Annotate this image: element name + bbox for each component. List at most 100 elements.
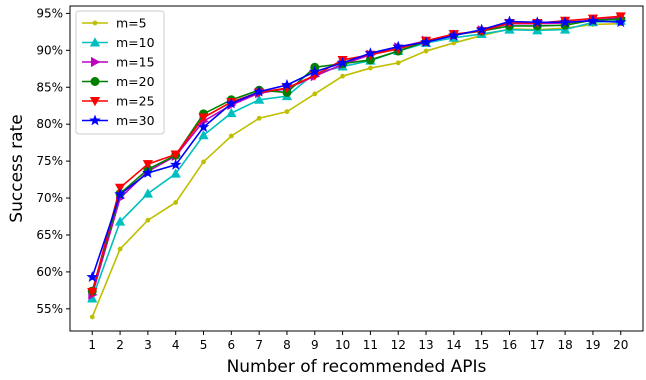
x-tick-label: 14 — [446, 338, 461, 352]
legend-label: m=10 — [116, 35, 155, 50]
legend: m=5 m=10 m=15 m=20 m=25 m=30 — [75, 10, 165, 135]
x-tick-label: 2 — [116, 338, 124, 352]
legend-item: m=10 — [82, 35, 155, 50]
data-point — [142, 188, 153, 198]
data-point — [392, 40, 404, 52]
x-tick-label: 16 — [502, 338, 517, 352]
x-tick-label: 18 — [557, 338, 572, 352]
data-point — [170, 168, 181, 178]
series-layer — [86, 12, 627, 320]
series-line — [91, 19, 621, 299]
data-point — [117, 246, 123, 252]
series-line — [91, 19, 621, 278]
data-point — [87, 287, 98, 298]
legend-item: m=15 — [82, 55, 155, 70]
data-point — [284, 109, 290, 115]
data-point — [395, 60, 401, 66]
data-point — [226, 107, 237, 118]
x-tick-label: 3 — [144, 338, 152, 352]
series-m-10 — [87, 15, 626, 303]
data-point — [145, 217, 151, 223]
data-point — [587, 14, 599, 26]
y-tick-label: 70% — [36, 191, 63, 205]
data-point — [254, 94, 265, 104]
data-point — [89, 314, 95, 320]
y-axis-title: Success rate — [7, 114, 27, 222]
legend-marker — [90, 77, 100, 87]
x-tick-label: 10 — [335, 338, 350, 352]
y-tick-label: 85% — [36, 80, 63, 94]
y-tick-label: 95% — [36, 6, 63, 20]
y-tick-label: 75% — [36, 154, 63, 168]
y-tick-label: 90% — [36, 43, 63, 57]
data-point — [197, 121, 210, 133]
legend-marker — [92, 20, 98, 26]
y-tick-label: 80% — [36, 117, 63, 131]
legend-label: m=20 — [116, 74, 155, 89]
data-point — [142, 160, 153, 170]
data-point — [201, 159, 206, 165]
x-tick-label: 1 — [88, 338, 96, 352]
legend-label: m=30 — [116, 113, 155, 128]
data-point — [312, 91, 318, 97]
data-point — [368, 65, 373, 71]
x-tick-label: 5 — [200, 338, 208, 352]
data-point — [86, 271, 99, 282]
data-point — [340, 73, 345, 79]
y-tick-label: 60% — [36, 265, 63, 279]
legend-marker — [89, 97, 101, 107]
x-tick-label: 9 — [311, 338, 319, 352]
data-point — [420, 36, 432, 48]
series-m-5 — [89, 21, 624, 320]
data-point — [256, 115, 262, 121]
data-point — [173, 200, 179, 205]
data-point — [253, 85, 265, 97]
data-point — [114, 188, 126, 200]
data-point — [169, 158, 182, 170]
series-line — [91, 22, 621, 318]
axes: 55%60%65%70%75%80%85%90%95%1 2 3 4 5 6 7 8 9 10 11… — [36, 5, 644, 352]
x-tick-label: 20 — [613, 338, 628, 352]
x-tick-label: 8 — [283, 338, 291, 352]
data-point — [198, 130, 209, 140]
data-point — [198, 113, 209, 123]
data-point — [475, 23, 488, 35]
data-point — [228, 133, 234, 139]
plot-frame — [69, 5, 644, 332]
x-tick-label: 12 — [391, 338, 406, 352]
data-point — [281, 78, 293, 90]
x-tick-label: 13 — [418, 338, 433, 352]
y-tick-label: 55% — [36, 302, 63, 316]
legend-label: m=25 — [116, 94, 155, 109]
x-axis-title: Number of recommended APIs — [227, 357, 487, 377]
data-point — [503, 15, 516, 27]
data-point — [309, 65, 321, 77]
x-tick-label: 11 — [363, 338, 378, 352]
legend-marker — [89, 37, 101, 47]
data-point — [142, 166, 154, 178]
series-m-25 — [87, 12, 626, 298]
legend-label: m=15 — [116, 55, 155, 70]
y-tick-label: 65% — [36, 228, 63, 242]
data-point — [336, 56, 349, 68]
data-point — [559, 16, 571, 28]
data-point — [225, 97, 238, 109]
legend-marker — [91, 56, 101, 68]
data-point — [364, 47, 377, 59]
data-point — [448, 29, 460, 41]
legend-label: m=5 — [116, 16, 147, 31]
x-tick-label: 4 — [172, 338, 180, 352]
data-point — [531, 16, 544, 28]
legend-item: m=25 — [82, 94, 155, 109]
legend-item: m=30 — [82, 113, 155, 128]
data-point — [423, 48, 429, 54]
legend-item: m=5 — [82, 16, 147, 31]
x-tick-label: 17 — [530, 338, 545, 352]
x-tick-label: 7 — [255, 338, 263, 352]
data-point — [114, 183, 126, 193]
legend-marker — [89, 114, 101, 126]
series-m-30 — [86, 14, 627, 282]
x-tick-label: 15 — [474, 338, 489, 352]
x-tick-label: 6 — [228, 338, 236, 352]
